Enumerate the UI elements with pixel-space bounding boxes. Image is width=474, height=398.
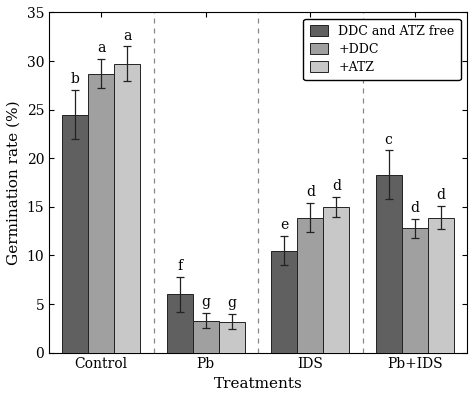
Bar — [219, 322, 245, 353]
Bar — [428, 218, 454, 353]
Bar — [323, 207, 349, 353]
Text: g: g — [201, 295, 210, 309]
Bar — [375, 175, 402, 353]
Bar — [62, 115, 88, 353]
Text: a: a — [123, 29, 132, 43]
Legend: DDC and ATZ free, +DDC, +ATZ: DDC and ATZ free, +DDC, +ATZ — [303, 19, 461, 80]
Bar — [114, 64, 140, 353]
Bar — [402, 228, 428, 353]
Bar — [166, 294, 193, 353]
Text: a: a — [97, 41, 105, 55]
Text: e: e — [280, 218, 288, 232]
Text: d: d — [306, 185, 315, 199]
Y-axis label: Germination rate (%): Germination rate (%) — [7, 100, 21, 265]
Text: b: b — [71, 72, 80, 86]
Bar — [193, 320, 219, 353]
Text: d: d — [410, 201, 419, 215]
Text: d: d — [437, 188, 446, 202]
Bar — [297, 218, 323, 353]
Text: d: d — [332, 179, 341, 193]
X-axis label: Treatments: Treatments — [214, 377, 302, 391]
Text: f: f — [177, 259, 182, 273]
Text: g: g — [228, 296, 237, 310]
Bar — [88, 74, 114, 353]
Bar — [271, 251, 297, 353]
Text: c: c — [385, 133, 392, 146]
